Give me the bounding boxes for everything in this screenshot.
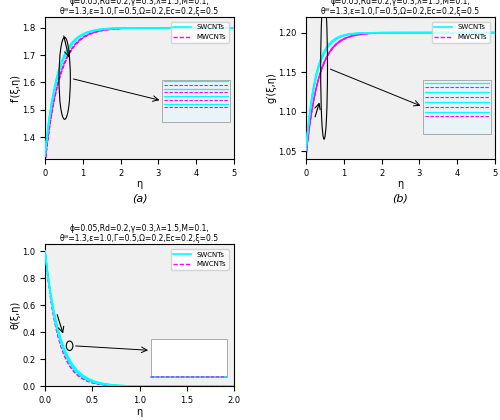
Y-axis label: f′(ξ,η): f′(ξ,η)	[10, 74, 20, 102]
Y-axis label: g′(ξ,η): g′(ξ,η)	[266, 73, 276, 103]
Bar	[162, 80, 230, 122]
Legend: SWCNTs, MWCNTs: SWCNTs, MWCNTs	[432, 22, 490, 43]
X-axis label: η: η	[136, 407, 142, 417]
Title: ϕ=0.05,Rd=0.2,γ=0.3,λ=1.5,M=0.1,
θᵂ=1.3,ε=1.0,Γ=0.5,Ω=0.2,Ec=0.2,ξ=0.5: ϕ=0.05,Rd=0.2,γ=0.3,λ=1.5,M=0.1, θᵂ=1.3,…	[321, 0, 480, 16]
Title: ϕ=0.05,Rd=0.2,γ=0.3,λ=1.5,M=0.1,
θᵂ=1.3,ε=1.0,Γ=0.5,Ω=0.2,Ec=0.2,ξ=0.5: ϕ=0.05,Rd=0.2,γ=0.3,λ=1.5,M=0.1, θᵂ=1.3,…	[60, 224, 219, 244]
Legend: SWCNTs, MWCNTs: SWCNTs, MWCNTs	[170, 249, 228, 270]
Bar	[151, 339, 226, 377]
X-axis label: η: η	[398, 179, 404, 189]
X-axis label: η: η	[136, 179, 142, 189]
Y-axis label: θ(ξ,η): θ(ξ,η)	[10, 301, 20, 329]
Text: (b): (b)	[392, 194, 408, 204]
Bar	[423, 80, 491, 134]
Legend: SWCNTs, MWCNTs: SWCNTs, MWCNTs	[170, 22, 228, 43]
Title: ϕ=0.05,Rd=0.2,γ=0.3,λ=1.5,M=0.1,
θᵂ=1.3,ε=1.0,Γ=0.5,Ω=0.2,Ec=0.2,ξ=0.5: ϕ=0.05,Rd=0.2,γ=0.3,λ=1.5,M=0.1, θᵂ=1.3,…	[60, 0, 219, 16]
Text: (a): (a)	[132, 194, 148, 204]
